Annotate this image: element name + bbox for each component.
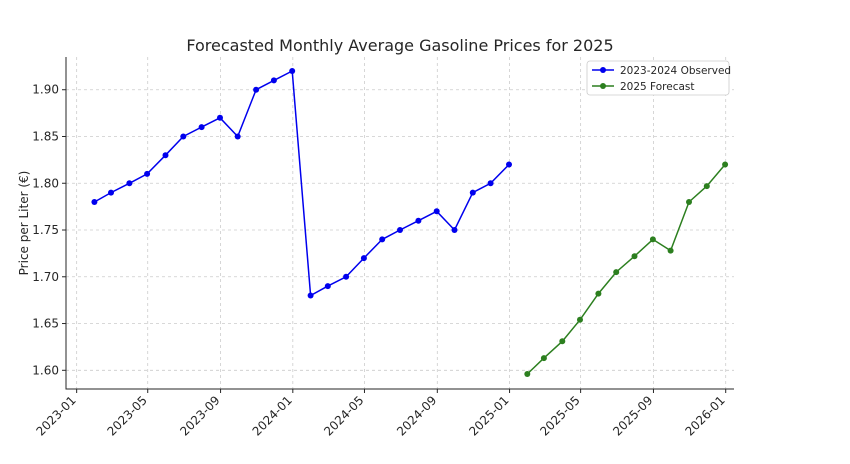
axes xyxy=(65,57,734,390)
x-tick-label: 2023-01 xyxy=(33,393,78,438)
data-point xyxy=(559,338,566,345)
data-point xyxy=(162,152,169,159)
data-point xyxy=(703,183,710,190)
x-tick-label: 2024-05 xyxy=(321,393,366,438)
axes-frame xyxy=(65,57,734,390)
x-tick-label: 2025-01 xyxy=(466,393,511,438)
data-point xyxy=(686,199,692,205)
data-point xyxy=(289,68,296,74)
data-point xyxy=(577,316,583,323)
legend-label-observed: 2023-2024 Observed xyxy=(620,65,731,77)
x-tick-label: 2026-01 xyxy=(682,393,727,438)
data-point xyxy=(198,124,205,131)
legend-marker-observed xyxy=(600,67,606,73)
data-point xyxy=(469,189,476,196)
legend-marker-forecast xyxy=(600,83,606,89)
series-line-1 xyxy=(526,164,726,375)
y-tick-label: 1.85 xyxy=(32,129,59,143)
x-tick-label: 2024-01 xyxy=(250,393,295,438)
x-tick-label: 2023-09 xyxy=(177,393,222,438)
data-point xyxy=(270,77,277,84)
series-layer xyxy=(91,68,729,377)
y-tick-label: 1.60 xyxy=(32,363,59,377)
data-point xyxy=(360,255,367,262)
data-point xyxy=(415,217,422,224)
data-point xyxy=(180,133,187,140)
x-tick-label: 2024-09 xyxy=(394,393,439,438)
legend-label-forecast: 2025 Forecast xyxy=(620,81,695,93)
data-point xyxy=(451,227,458,233)
data-point xyxy=(234,133,241,140)
data-point xyxy=(379,236,386,243)
data-point xyxy=(144,170,151,177)
data-point xyxy=(506,161,512,168)
data-point xyxy=(595,290,602,297)
data-point xyxy=(253,86,260,93)
data-point xyxy=(649,236,656,243)
data-point xyxy=(540,355,547,362)
data-point xyxy=(91,199,98,205)
legend: 2023-2024 Observed 2025 Forecast xyxy=(586,60,731,96)
x-tick-label: 2025-09 xyxy=(610,393,655,438)
data-point xyxy=(307,292,314,299)
data-point xyxy=(613,269,620,276)
y-tick-label: 1.70 xyxy=(32,270,59,284)
y-tick-label: 1.80 xyxy=(32,176,59,190)
series-line-0 xyxy=(94,69,510,297)
data-point xyxy=(722,161,729,168)
data-point xyxy=(397,227,403,233)
x-tick-label: 2025-05 xyxy=(537,393,582,438)
x-axis-ticks: 2023-01 2023-05 2023-09 2024-01 2024-05 2024-… xyxy=(33,389,728,439)
data-point xyxy=(343,273,350,280)
chart-title: Forecasted Monthly Average Gasoline Pric… xyxy=(186,36,613,55)
data-point xyxy=(433,208,440,215)
data-point xyxy=(524,371,531,377)
data-point xyxy=(108,189,114,196)
y-tick-label: 1.75 xyxy=(32,223,59,237)
grid-lines xyxy=(66,57,734,389)
data-point xyxy=(631,253,638,260)
x-tick-label: 2023-05 xyxy=(104,393,149,438)
y-axis-label: Price per Liter (€) xyxy=(17,171,31,276)
y-axis-ticks: 1.60 1.65 1.70 1.75 1.80 1.85 1.90 xyxy=(32,83,66,377)
data-point xyxy=(487,180,494,187)
y-tick-label: 1.65 xyxy=(32,317,59,331)
data-point xyxy=(324,283,331,290)
data-point xyxy=(126,180,133,187)
y-tick-label: 1.90 xyxy=(32,83,59,97)
data-point xyxy=(217,114,223,121)
data-point xyxy=(667,247,674,254)
legend-box xyxy=(586,60,730,96)
